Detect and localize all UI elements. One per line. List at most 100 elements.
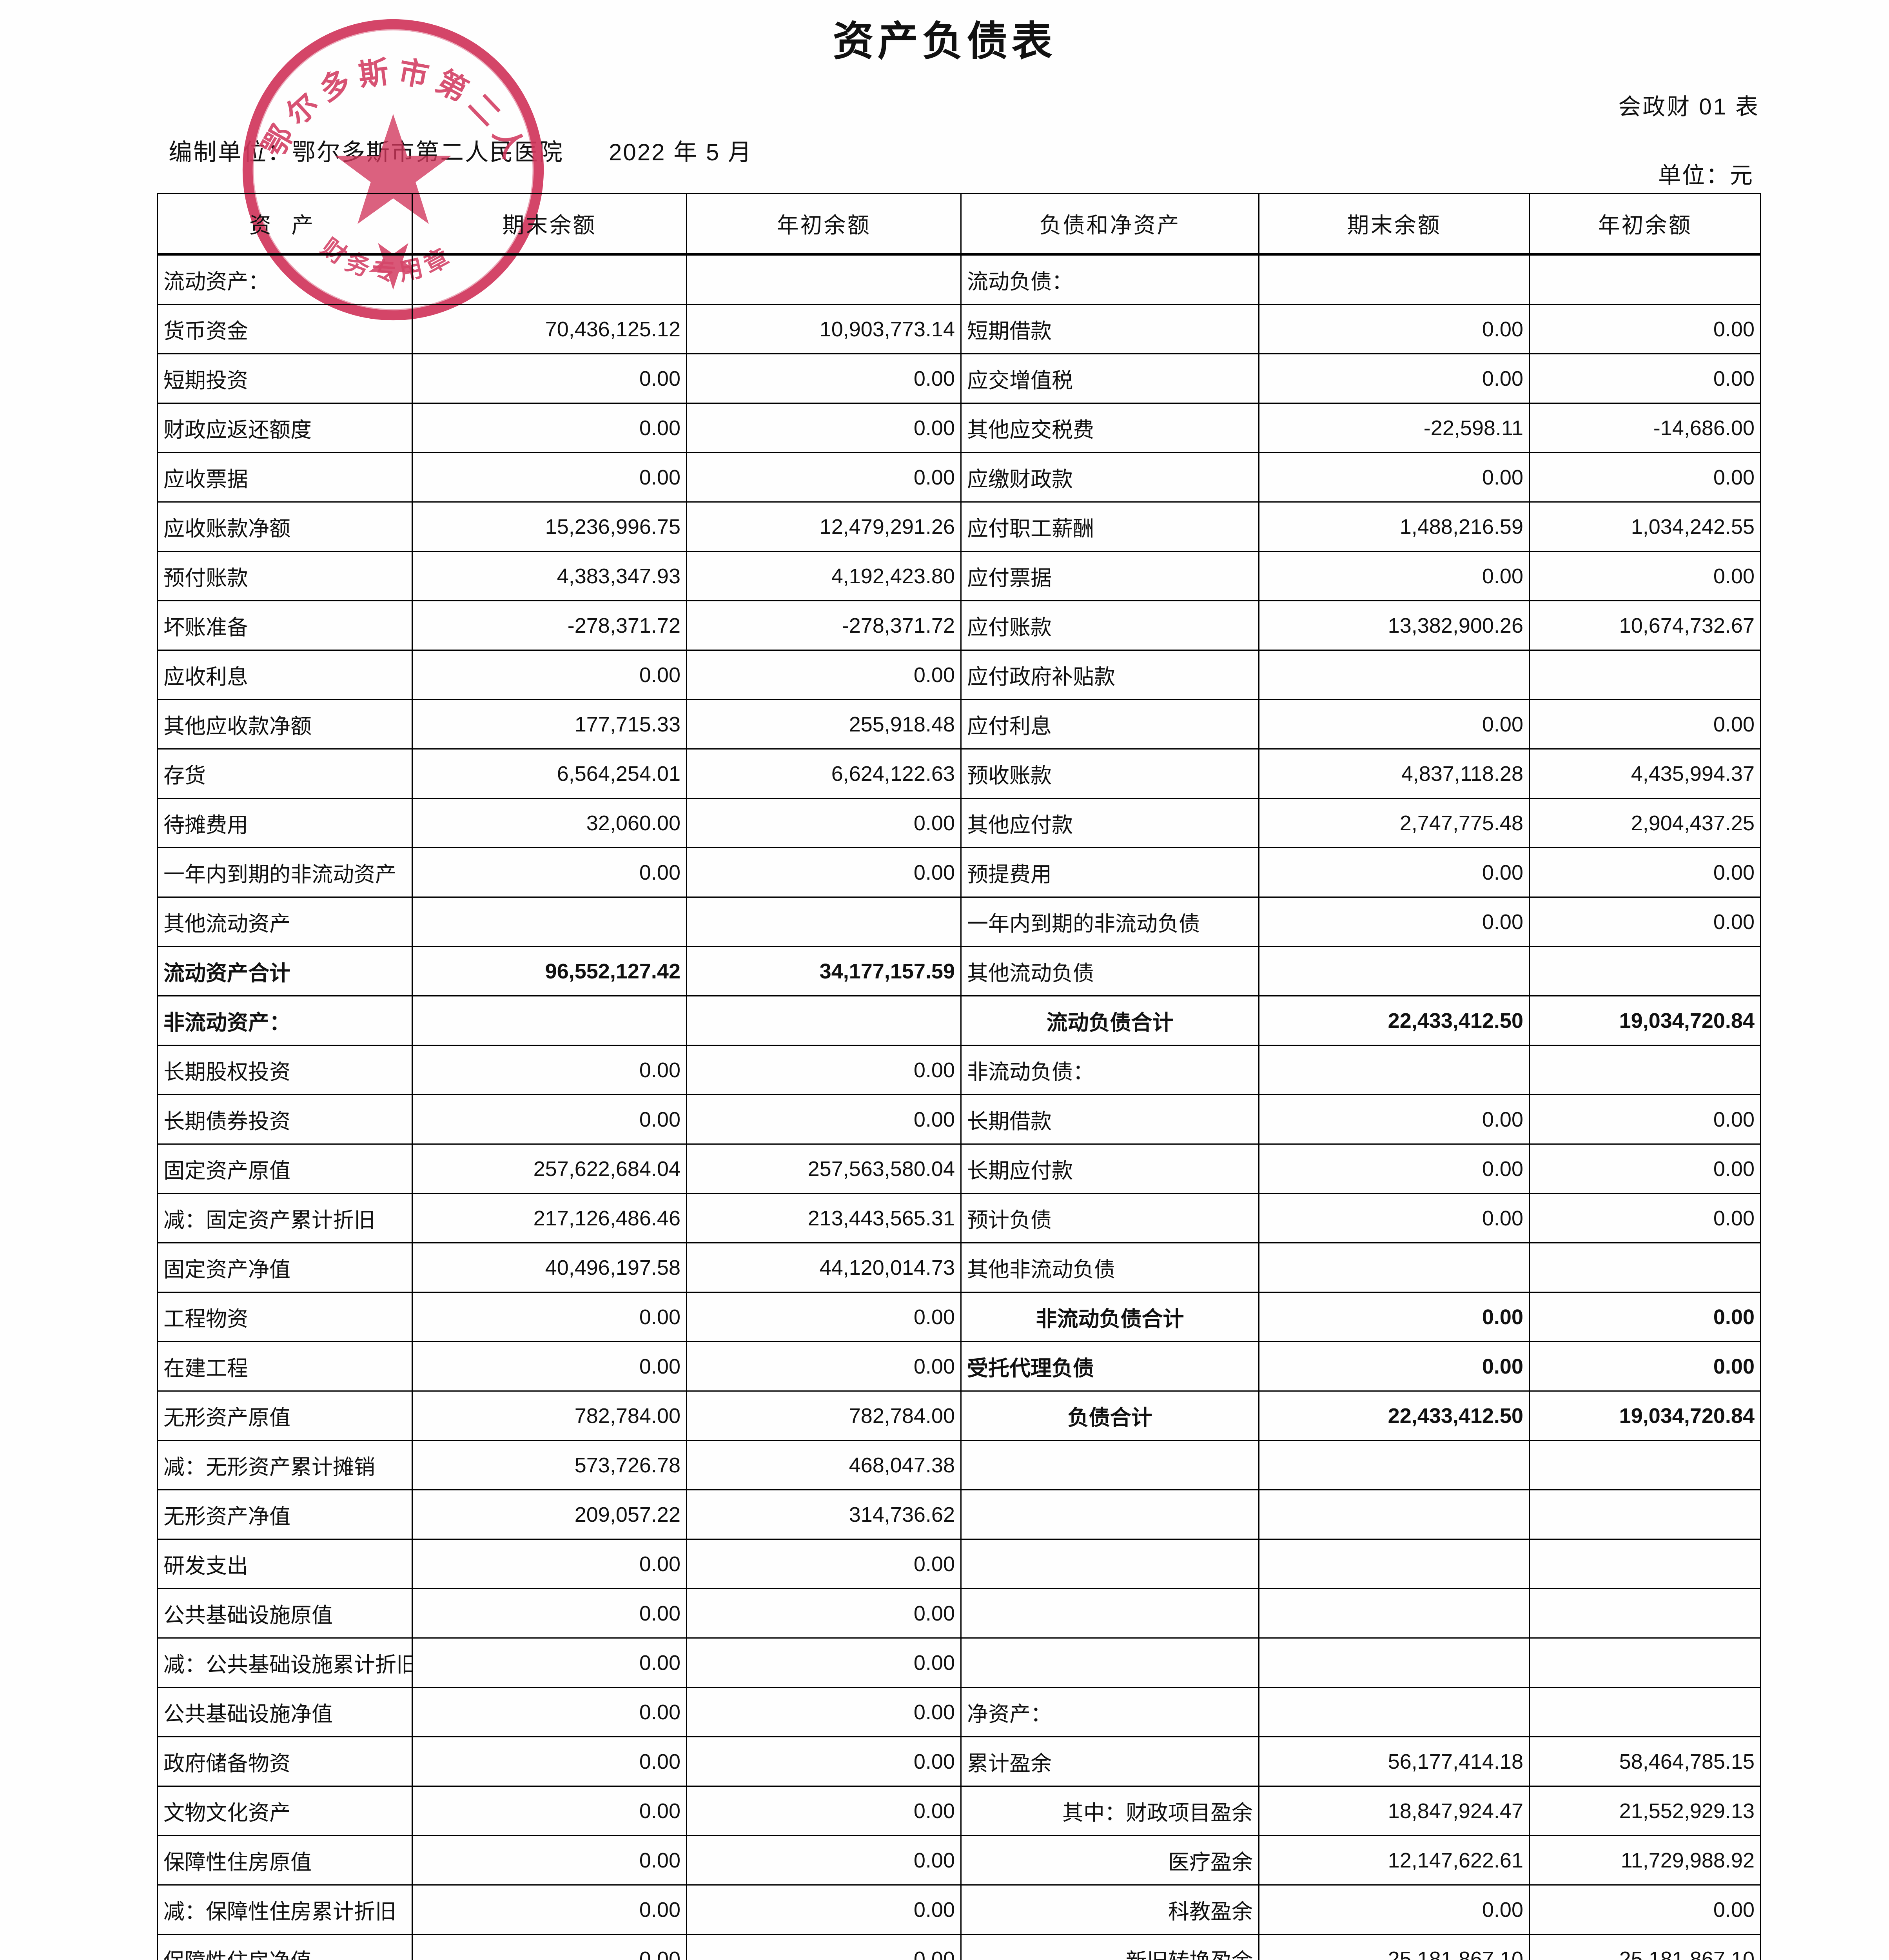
liability-label: 长期借款 (960, 1094, 1259, 1145)
asset-end-balance: 6,564,254.01 (412, 748, 687, 799)
liability-end-balance (1258, 946, 1530, 996)
table-row: 文物文化资产 0.00 0.00 其中：财政项目盈余 18,847,924.47 21,5… (157, 1786, 1761, 1836)
liability-end-balance: 0.00 (1258, 304, 1530, 354)
liability-begin-balance: 0.00 (1529, 1884, 1761, 1935)
asset-end-balance: 0.00 (412, 1637, 687, 1688)
asset-begin-balance: 0.00 (686, 1045, 962, 1095)
asset-begin-balance: 12,479,291.26 (686, 501, 962, 552)
asset-label: 一年内到期的非流动资产 (157, 847, 413, 898)
col-header-asset-end: 期末余额 (412, 193, 687, 256)
asset-end-balance: 0.00 (412, 1786, 687, 1836)
liability-end-balance (1258, 1489, 1530, 1540)
asset-begin-balance: 0.00 (686, 1835, 962, 1886)
asset-begin-balance: 0.00 (686, 1736, 962, 1787)
liability-label: 预计负债 (960, 1193, 1259, 1243)
liability-label (960, 1588, 1259, 1639)
asset-begin-balance (686, 995, 962, 1046)
asset-begin-balance: 0.00 (686, 1687, 962, 1737)
table-row: 待摊费用 32,060.00 0.00 其他应付款 2,747,775.48 2,904,… (157, 798, 1761, 848)
liability-begin-balance: 0.00 (1529, 353, 1761, 404)
table-row: 坏账准备 -278,371.72 -278,371.72 应付账款 13,382,900… (157, 600, 1761, 651)
table-header-row: 资 产 期末余额 年初余额 负债和净资产 期末余额 年初余额 (157, 193, 1761, 256)
liability-begin-balance: 0.00 (1529, 1193, 1761, 1243)
table-row: 固定资产净值 40,496,197.58 44,120,014.73 其他非流动负债 (157, 1242, 1761, 1293)
asset-begin-balance: 468,047.38 (686, 1440, 962, 1490)
liability-label: 一年内到期的非流动负债 (960, 897, 1259, 947)
asset-end-balance: 0.00 (412, 1539, 687, 1589)
asset-end-balance: 0.00 (412, 1884, 687, 1935)
asset-begin-balance: 0.00 (686, 1094, 962, 1145)
liability-label: 预收账款 (960, 748, 1259, 799)
liability-begin-balance: 0.00 (1529, 1143, 1761, 1194)
table-row: 其他应收款净额 177,715.33 255,918.48 应付利息 0.00 0.00 (157, 699, 1761, 750)
asset-label: 文物文化资产 (157, 1786, 413, 1836)
liability-begin-balance: 0.00 (1529, 1292, 1761, 1342)
asset-begin-balance: 0.00 (686, 452, 962, 503)
liability-end-balance: 13,382,900.26 (1258, 600, 1530, 651)
asset-end-balance: 209,057.22 (412, 1489, 687, 1540)
asset-begin-balance (686, 254, 962, 305)
liability-end-balance: 1,488,216.59 (1258, 501, 1530, 552)
table-row: 减：公共基础设施累计折旧 0.00 0.00 (157, 1637, 1761, 1688)
asset-end-balance: 217,126,486.46 (412, 1193, 687, 1243)
liability-end-balance (1258, 1539, 1530, 1589)
liability-begin-balance (1529, 946, 1761, 996)
liability-label: 净资产： (960, 1687, 1259, 1737)
liability-label: 非流动负债合计 (960, 1292, 1259, 1342)
liability-begin-balance: 0.00 (1529, 847, 1761, 898)
liability-label: 其他应付款 (960, 798, 1259, 848)
liability-label: 应付利息 (960, 699, 1259, 750)
table-row: 货币资金 70,436,125.12 10,903,773.14 短期借款 0.00 0.… (157, 304, 1761, 354)
liability-end-balance (1258, 1045, 1530, 1095)
table-row: 应收账款净额 15,236,996.75 12,479,291.26 应付职工薪酬 1,… (157, 501, 1761, 552)
liability-begin-balance: 19,034,720.84 (1529, 1390, 1761, 1441)
liability-end-balance: 0.00 (1258, 452, 1530, 503)
table-row: 流动资产： 流动负债： (157, 254, 1761, 305)
table-row: 财政应返还额度 0.00 0.00 其他应交税费 -22,598.11 -14,686.0… (157, 403, 1761, 453)
liability-label: 其他流动负债 (960, 946, 1259, 996)
asset-label: 应收账款净额 (157, 501, 413, 552)
asset-label: 减：无形资产累计摊销 (157, 1440, 413, 1490)
entity-name: 鄂尔多斯市第二人民医院 (292, 139, 564, 165)
table-row: 固定资产原值 257,622,684.04 257,563,580.04 长期应付款 0… (157, 1143, 1761, 1194)
liability-end-balance: 0.00 (1258, 699, 1530, 750)
table-row: 长期债券投资 0.00 0.00 长期借款 0.00 0.00 (157, 1094, 1761, 1145)
asset-end-balance: 257,622,684.04 (412, 1143, 687, 1194)
liability-label: 新旧转换盈余 (960, 1934, 1259, 1960)
form-code-label: 会政财 01 表 (1618, 94, 1760, 120)
liability-label: 其他应交税费 (960, 403, 1259, 453)
asset-end-balance (412, 995, 687, 1046)
asset-end-balance: 0.00 (412, 1934, 687, 1960)
liability-end-balance: 22,433,412.50 (1258, 1390, 1530, 1441)
liability-begin-balance (1529, 1687, 1761, 1737)
liability-end-balance: 0.00 (1258, 847, 1530, 898)
asset-end-balance: 4,383,347.93 (412, 551, 687, 601)
liability-begin-balance (1529, 1588, 1761, 1639)
page-title: 资产负债表 (833, 19, 1056, 64)
liability-begin-balance: 11,729,988.92 (1529, 1835, 1761, 1886)
table-row: 保障性住房原值 0.00 0.00 医疗盈余 12,147,622.61 11,729,9… (157, 1835, 1761, 1886)
table-row: 减：无形资产累计摊销 573,726.78 468,047.38 (157, 1440, 1761, 1490)
asset-label: 减：保障性住房累计折旧 (157, 1884, 413, 1935)
liability-label: 医疗盈余 (960, 1835, 1259, 1886)
liability-end-balance: 0.00 (1258, 1193, 1530, 1243)
asset-label: 坏账准备 (157, 600, 413, 651)
preparer-line: 编制单位：鄂尔多斯市第二人民医院 2022 年 5 月 (169, 133, 753, 167)
asset-end-balance: 15,236,996.75 (412, 501, 687, 552)
asset-end-balance: 0.00 (412, 1588, 687, 1639)
asset-begin-balance: 782,784.00 (686, 1390, 962, 1441)
table-row: 无形资产净值 209,057.22 314,736.62 (157, 1489, 1761, 1540)
asset-end-balance: 0.00 (412, 847, 687, 898)
asset-label: 短期投资 (157, 353, 413, 404)
table-row: 在建工程 0.00 0.00 受托代理负债 0.00 0.00 (157, 1341, 1761, 1392)
table-row: 公共基础设施净值 0.00 0.00 净资产： (157, 1687, 1761, 1737)
asset-begin-balance: 0.00 (686, 1341, 962, 1392)
liability-begin-balance (1529, 254, 1761, 305)
table-row: 非流动资产： 流动负债合计 22,433,412.50 19,034,720.84 (157, 995, 1761, 1046)
asset-end-balance: 782,784.00 (412, 1390, 687, 1441)
table-row: 保障性住房净值0.000.00新旧转换盈余25,181,867.1025,181… (157, 1934, 1761, 1960)
asset-begin-balance: 255,918.48 (686, 699, 962, 750)
liability-end-balance: 0.00 (1258, 1341, 1530, 1392)
asset-end-balance: 0.00 (412, 1292, 687, 1342)
table-row: 短期投资 0.00 0.00 应交增值税 0.00 0.00 (157, 353, 1761, 404)
